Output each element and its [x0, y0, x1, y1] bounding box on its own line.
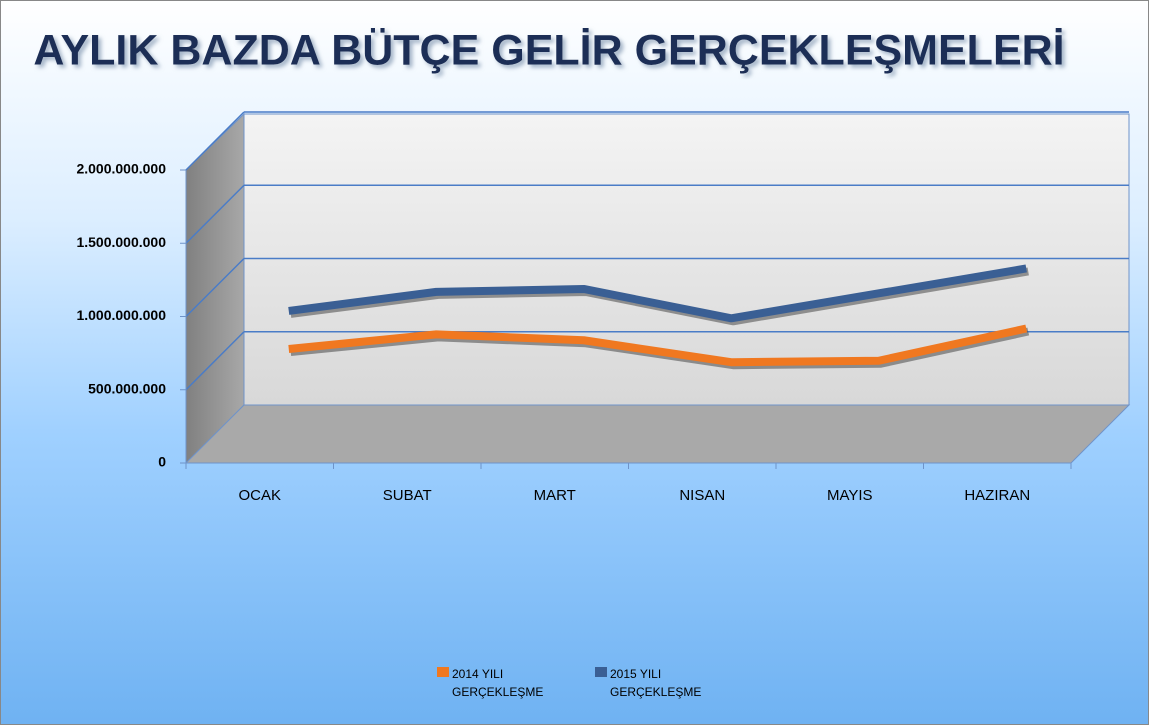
legend-label: 2014 YILI GERÇEKLEŞME [452, 667, 544, 699]
x-tick-label: MART [534, 487, 576, 504]
floor [184, 404, 1131, 464]
line [288, 324, 1028, 367]
line [288, 264, 1027, 323]
y-tick-label: 2.000.000.000 [76, 161, 166, 177]
grid-line [185, 111, 245, 171]
y-tick-label: 1.000.000.000 [76, 307, 166, 323]
legend-label: 2015 YILI GERÇEKLEŞME [610, 667, 702, 699]
y-tick-label: 1.500.000.000 [76, 234, 166, 250]
x-tick-label: HAZIRAN [964, 487, 1030, 504]
y-tick-label: 500.000.000 [88, 380, 166, 396]
y-tick-label: 0 [158, 454, 166, 470]
x-tick-label: OCAK [238, 487, 281, 504]
grid-line [185, 331, 245, 391]
legend-swatch [437, 667, 449, 677]
legend: 2014 YILI GERÇEKLEŞME 2015 YILI GERÇEKLEŞ… [437, 665, 735, 701]
legend-item: 2015 YILI GERÇEKLEŞME [595, 665, 735, 701]
x-tick-label: NISAN [679, 487, 725, 504]
chart-title: AYLIK BAZDA BÜTÇE GELİR GERÇEKLEŞMELERİ [33, 26, 1064, 74]
legend-swatch [595, 667, 607, 677]
x-tick-label: SUBAT [383, 487, 432, 504]
x-tick-label: MAYIS [827, 487, 873, 504]
grid-line [185, 257, 245, 318]
legend-item: 2014 YILI GERÇEKLEŞME [437, 665, 577, 701]
grid-line [185, 184, 245, 244]
